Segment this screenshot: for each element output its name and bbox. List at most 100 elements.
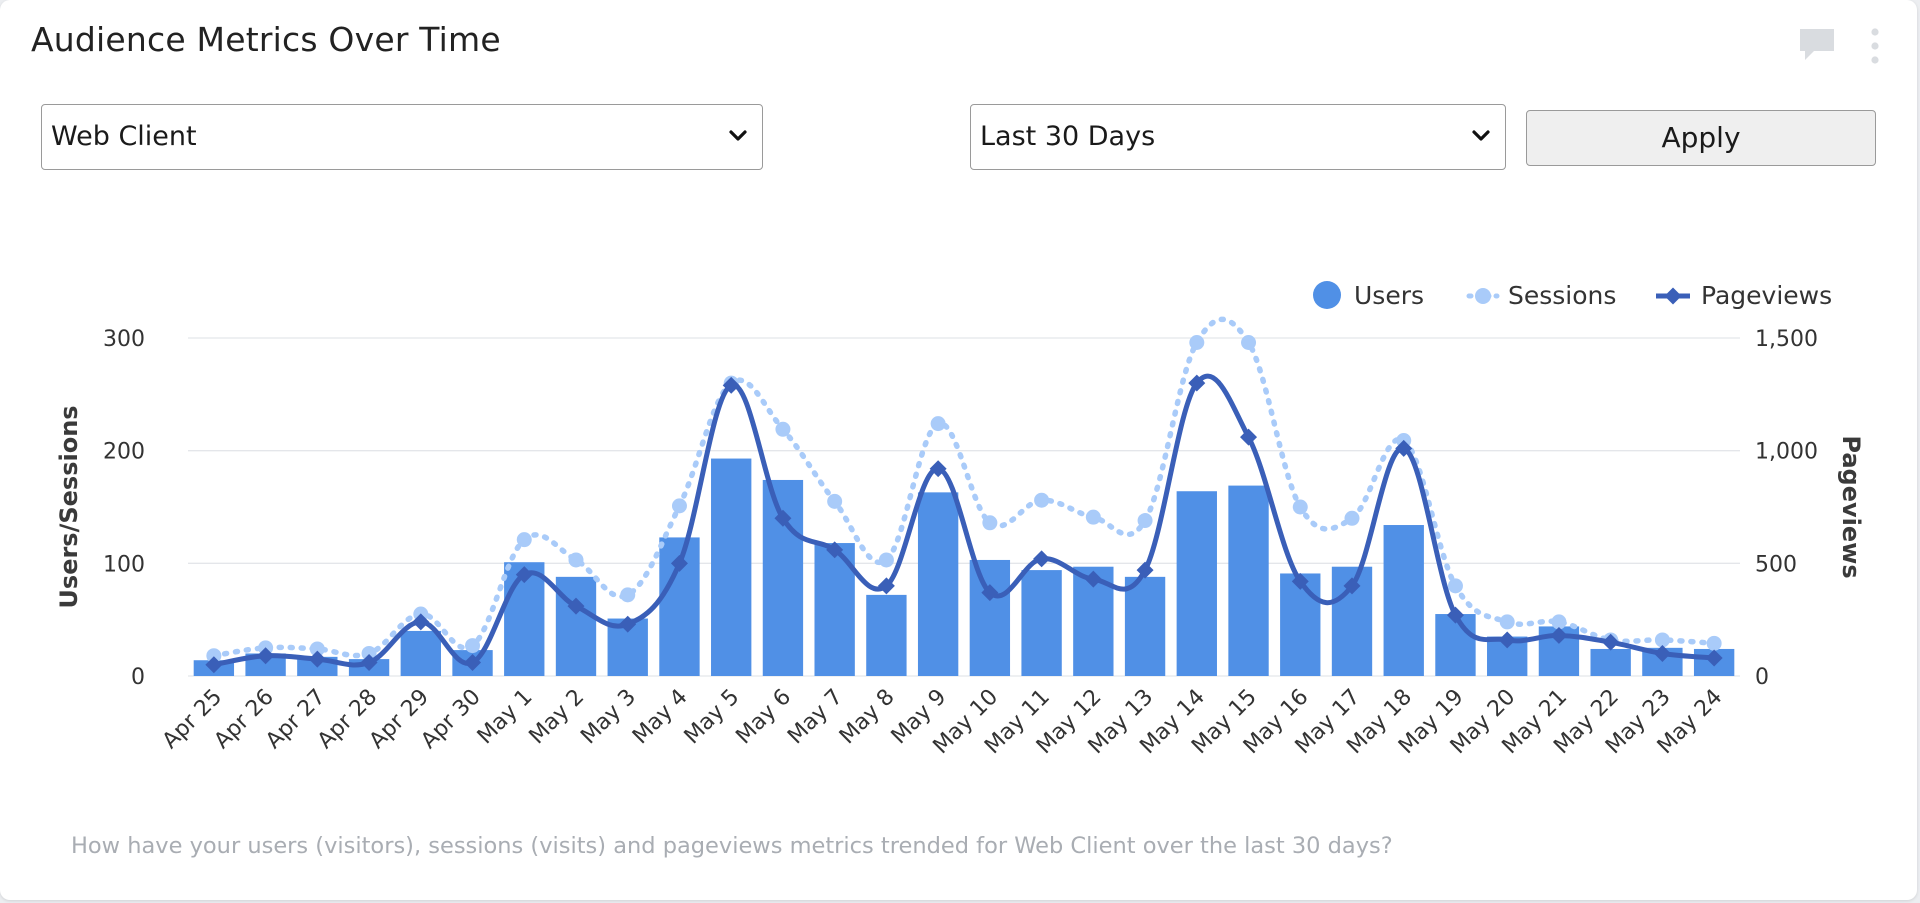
x-tick-label: May 5: [680, 685, 745, 750]
point-sessions: [568, 552, 584, 568]
point-sessions: [465, 638, 481, 654]
point-sessions: [1654, 632, 1670, 648]
line-pageviews: [213, 373, 1715, 668]
bar-users: [969, 559, 1011, 676]
bar-users: [1590, 648, 1631, 676]
point-sessions: [1551, 614, 1567, 630]
y-left-tick-label: 200: [103, 440, 145, 465]
point-sessions: [1241, 335, 1257, 351]
legend-pageviews-swatch: [1664, 287, 1682, 305]
x-tick-label: May 2: [525, 685, 590, 750]
y-right-tick-label: 1,000: [1755, 440, 1818, 465]
source-select-value: Web Client: [51, 121, 197, 152]
point-sessions: [930, 416, 946, 432]
point-sessions: [1137, 513, 1153, 529]
point-pageviews: [929, 460, 947, 478]
point-pageviews: [877, 577, 895, 595]
point-sessions: [1447, 578, 1463, 594]
x-tick-label: Apr 30: [416, 685, 485, 754]
point-sessions: [361, 645, 377, 661]
point-sessions: [516, 532, 532, 548]
point-sessions: [878, 552, 894, 568]
x-tick-label: May 8: [835, 685, 900, 750]
source-select[interactable]: Web Client: [41, 104, 763, 170]
legend-pageviews-label: Pageviews: [1701, 281, 1832, 310]
point-pageviews: [1705, 649, 1723, 667]
point-sessions: [1499, 614, 1515, 630]
point-pageviews: [1602, 633, 1620, 651]
point-sessions: [982, 515, 998, 531]
point-pageviews: [1033, 550, 1051, 568]
point-pageviews: [1291, 572, 1309, 590]
point-sessions: [1034, 492, 1050, 508]
date-range-select-value: Last 30 Days: [980, 121, 1156, 152]
point-pageviews: [464, 653, 482, 671]
more-vertical-icon[interactable]: [1868, 26, 1882, 66]
point-sessions: [1085, 509, 1101, 525]
y-left-tick-label: 100: [103, 552, 145, 577]
legend-users-label: Users: [1354, 281, 1424, 310]
point-pageviews: [981, 584, 999, 602]
x-tick-label: May 3: [576, 685, 641, 750]
y-right-tick-label: 1,500: [1755, 327, 1818, 352]
chevron-down-icon: [729, 130, 747, 141]
bar-users: [762, 479, 804, 676]
bar-users: [866, 594, 907, 676]
point-pageviews: [1550, 626, 1568, 644]
point-pageviews: [1343, 577, 1361, 595]
bar-users: [1124, 576, 1166, 676]
bar-users: [1176, 491, 1217, 676]
point-pageviews: [1498, 631, 1516, 649]
point-sessions: [309, 641, 325, 657]
bar-users: [1435, 614, 1476, 676]
point-pageviews: [1136, 561, 1154, 579]
point-sessions: [1706, 635, 1722, 651]
y-right-axis-title: Pageviews: [1837, 435, 1865, 578]
point-pageviews: [826, 541, 844, 559]
widget-title: Audience Metrics Over Time: [31, 20, 501, 59]
point-pageviews: [1084, 570, 1102, 588]
y-left-tick-label: 0: [131, 665, 145, 690]
point-pageviews: [567, 597, 585, 615]
y-left-axis-title: Users/Sessions: [55, 405, 83, 608]
point-sessions: [1344, 510, 1360, 526]
x-tick-label: May 4: [628, 685, 693, 750]
bar-users: [917, 492, 959, 676]
point-pageviews: [308, 650, 326, 668]
comment-icon[interactable]: [1798, 27, 1836, 63]
point-pageviews: [360, 653, 378, 671]
point-pageviews: [515, 566, 533, 584]
chevron-down-icon: [1472, 130, 1490, 141]
point-pageviews: [1240, 428, 1258, 446]
bar-users: [1280, 573, 1321, 676]
point-pageviews: [670, 554, 688, 572]
point-pageviews: [1446, 606, 1464, 624]
apply-button[interactable]: Apply: [1526, 110, 1876, 166]
date-range-select[interactable]: Last 30 Days: [970, 104, 1506, 170]
y-right-tick-label: 500: [1755, 552, 1797, 577]
x-tick-label: May 7: [783, 685, 848, 750]
point-pageviews: [1653, 644, 1671, 662]
point-pageviews: [412, 613, 430, 631]
point-pageviews: [722, 376, 740, 394]
bar-users: [711, 458, 752, 676]
point-sessions: [671, 498, 687, 514]
line-sessions: [211, 316, 1717, 659]
point-sessions: [827, 493, 843, 509]
x-tick-label: May 6: [731, 685, 796, 750]
y-right-tick-label: 0: [1755, 665, 1769, 690]
point-sessions: [206, 648, 222, 664]
point-sessions: [1189, 335, 1205, 351]
point-sessions: [775, 421, 791, 437]
bar-users: [400, 630, 441, 676]
bar-users: [1021, 570, 1062, 676]
chart-legend: Users Sessions Pageviews: [1313, 281, 1832, 310]
legend-sessions-label: Sessions: [1508, 281, 1616, 310]
y-left-tick-label: 300: [103, 327, 145, 352]
legend-sessions-swatch: [1475, 288, 1491, 304]
point-pageviews: [774, 509, 792, 527]
bar-users: [1383, 525, 1424, 676]
point-sessions: [620, 587, 636, 603]
x-tick-label: May 1: [473, 685, 538, 750]
